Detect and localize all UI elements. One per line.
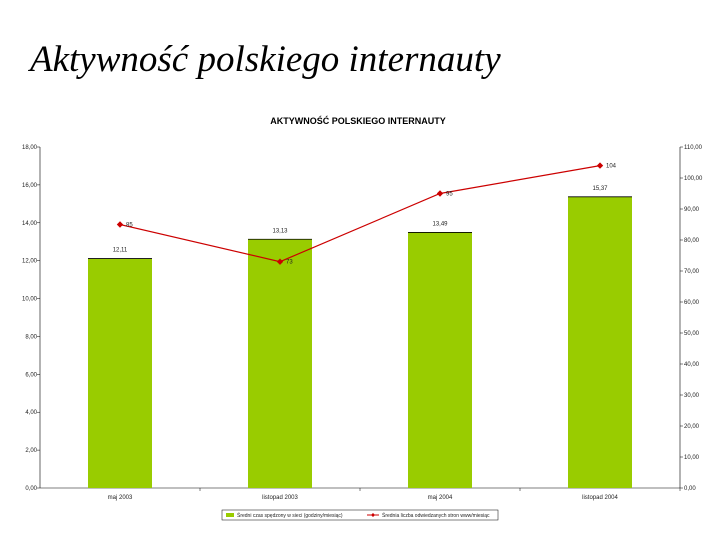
left-tick-label: 16,00 (22, 183, 38, 189)
bar (568, 196, 632, 488)
line-marker (276, 258, 284, 265)
left-tick-label: 0,00 (25, 486, 37, 492)
right-tick-label: 30,00 (684, 393, 700, 399)
bar-value-label: 13,49 (432, 221, 448, 227)
line-path (119, 165, 601, 263)
legend-label-bar: Średni czas spędzony w sieci (godziny/mi… (237, 511, 343, 519)
x-tick-label: maj 2003 (108, 495, 133, 501)
left-tick-label: 18,00 (22, 145, 38, 151)
legend-swatch-bar (226, 513, 234, 517)
right-tick-label: 70,00 (684, 269, 700, 275)
left-tick-label: 14,00 (22, 221, 38, 227)
left-tick-label: 8,00 (25, 334, 37, 340)
chart-legend: Średni czas spędzony w sieci (godziny/mi… (221, 509, 499, 521)
right-tick-label: 90,00 (684, 207, 700, 213)
line-marker (436, 190, 444, 197)
right-tick-label: 100,00 (684, 176, 703, 182)
left-tick-label: 10,00 (22, 297, 38, 303)
left-tick-label: 6,00 (25, 372, 37, 378)
bar-series (88, 196, 632, 488)
right-tick-label: 60,00 (684, 300, 700, 306)
line-series (116, 162, 604, 265)
line-value-label: 85 (126, 223, 133, 229)
bar-value-label: 12,11 (113, 248, 128, 254)
left-tick-label: 4,00 (25, 410, 37, 416)
bar (248, 239, 312, 488)
bar (88, 258, 152, 488)
bar-value-label: 15,37 (592, 186, 608, 192)
left-tick-label: 12,00 (22, 259, 38, 265)
line-marker (116, 221, 124, 228)
line-value-label: 104 (606, 164, 617, 170)
right-tick-label: 40,00 (684, 362, 700, 368)
x-tick-label: maj 2004 (428, 495, 453, 501)
x-tick-label: listopad 2003 (262, 495, 298, 501)
slide-title: Aktywność polskiego internauty (30, 39, 501, 80)
bar (408, 232, 472, 488)
x-tick-label: listopad 2004 (582, 495, 618, 501)
line-value-label: 73 (286, 260, 293, 266)
bar-value-label: 13,13 (272, 228, 288, 234)
right-tick-label: 110,00 (684, 145, 703, 151)
right-tick-label: 20,00 (684, 424, 700, 430)
right-tick-label: 80,00 (684, 238, 700, 244)
right-tick-label: 50,00 (684, 331, 700, 337)
legend-swatch-marker (371, 513, 375, 517)
data-labels: 12,11 13,13 13,49 15,37 85 73 95 104 (113, 164, 617, 266)
right-tick-label: 10,00 (684, 455, 700, 461)
legend-label-line: Średnia liczba odwiedzanych stron www/mi… (382, 511, 490, 519)
left-tick-label: 2,00 (25, 448, 37, 454)
legend-box (221, 509, 499, 521)
line-marker (596, 162, 604, 169)
right-tick-label: 0,00 (684, 486, 696, 492)
chart-title: AKTYWNOŚĆ POLSKIEGO INTERNAUTY (270, 115, 446, 126)
line-value-label: 95 (446, 192, 453, 198)
